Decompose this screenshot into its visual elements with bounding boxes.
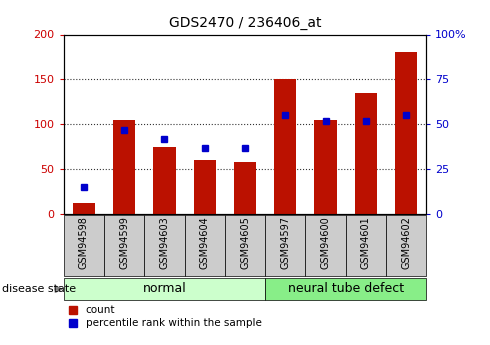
FancyBboxPatch shape	[265, 215, 305, 276]
Bar	[315, 120, 337, 214]
Bar	[395, 52, 417, 214]
Legend: count, percentile rank within the sample: count, percentile rank within the sample	[69, 305, 262, 328]
Text: normal: normal	[143, 283, 186, 295]
FancyBboxPatch shape	[305, 215, 346, 276]
Text: GSM94602: GSM94602	[401, 216, 411, 269]
Text: GSM94601: GSM94601	[361, 216, 371, 268]
FancyBboxPatch shape	[64, 215, 104, 276]
Bar	[153, 147, 175, 214]
FancyBboxPatch shape	[144, 215, 185, 276]
Text: GSM94604: GSM94604	[200, 216, 210, 268]
Bar	[113, 120, 135, 214]
Text: GSM94600: GSM94600	[320, 216, 331, 268]
Text: disease state: disease state	[2, 284, 76, 294]
Text: GDS2470 / 236406_at: GDS2470 / 236406_at	[169, 16, 321, 30]
Text: GSM94599: GSM94599	[119, 216, 129, 269]
Text: GSM94603: GSM94603	[159, 216, 170, 268]
FancyBboxPatch shape	[346, 215, 386, 276]
Bar	[194, 160, 216, 214]
Bar	[274, 79, 296, 214]
Text: GSM94605: GSM94605	[240, 216, 250, 269]
Text: GSM94597: GSM94597	[280, 216, 290, 269]
FancyBboxPatch shape	[64, 278, 265, 300]
FancyBboxPatch shape	[185, 215, 225, 276]
Text: GSM94598: GSM94598	[79, 216, 89, 269]
FancyBboxPatch shape	[104, 215, 144, 276]
Bar	[355, 93, 377, 214]
FancyBboxPatch shape	[265, 278, 426, 300]
FancyBboxPatch shape	[225, 215, 265, 276]
Bar	[73, 203, 95, 214]
Text: neural tube defect: neural tube defect	[288, 283, 404, 295]
Bar	[234, 162, 256, 214]
FancyBboxPatch shape	[386, 215, 426, 276]
